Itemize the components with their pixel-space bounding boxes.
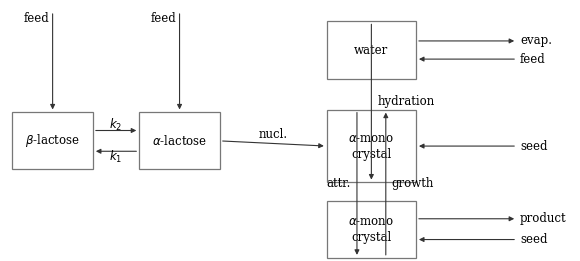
Text: feed: feed [520, 53, 546, 66]
Bar [12, 112, 93, 169]
Bar [139, 112, 220, 169]
Text: $\alpha$-mono
crystal: $\alpha$-mono crystal [349, 132, 394, 161]
Text: water: water [354, 44, 389, 57]
Text: nucl.: nucl. [259, 128, 288, 141]
Text: seed: seed [520, 140, 548, 153]
Text: $\beta$-lactose: $\beta$-lactose [25, 132, 80, 149]
Text: growth: growth [392, 177, 434, 190]
Text: attr.: attr. [327, 177, 351, 190]
Text: feed: feed [151, 12, 177, 25]
Text: $\alpha$-mono
crystal: $\alpha$-mono crystal [349, 215, 394, 244]
Text: $k_1$: $k_1$ [110, 149, 123, 165]
Text: $\alpha$-lactose: $\alpha$-lactose [152, 134, 207, 148]
Text: hydration: hydration [377, 96, 434, 108]
Bar [327, 201, 416, 258]
Text: feed: feed [24, 12, 50, 25]
Text: seed: seed [520, 233, 548, 246]
Text: $k_2$: $k_2$ [110, 117, 123, 133]
Bar [327, 21, 416, 79]
Text: product: product [520, 212, 567, 225]
Bar [327, 110, 416, 182]
Text: evap.: evap. [520, 34, 552, 48]
